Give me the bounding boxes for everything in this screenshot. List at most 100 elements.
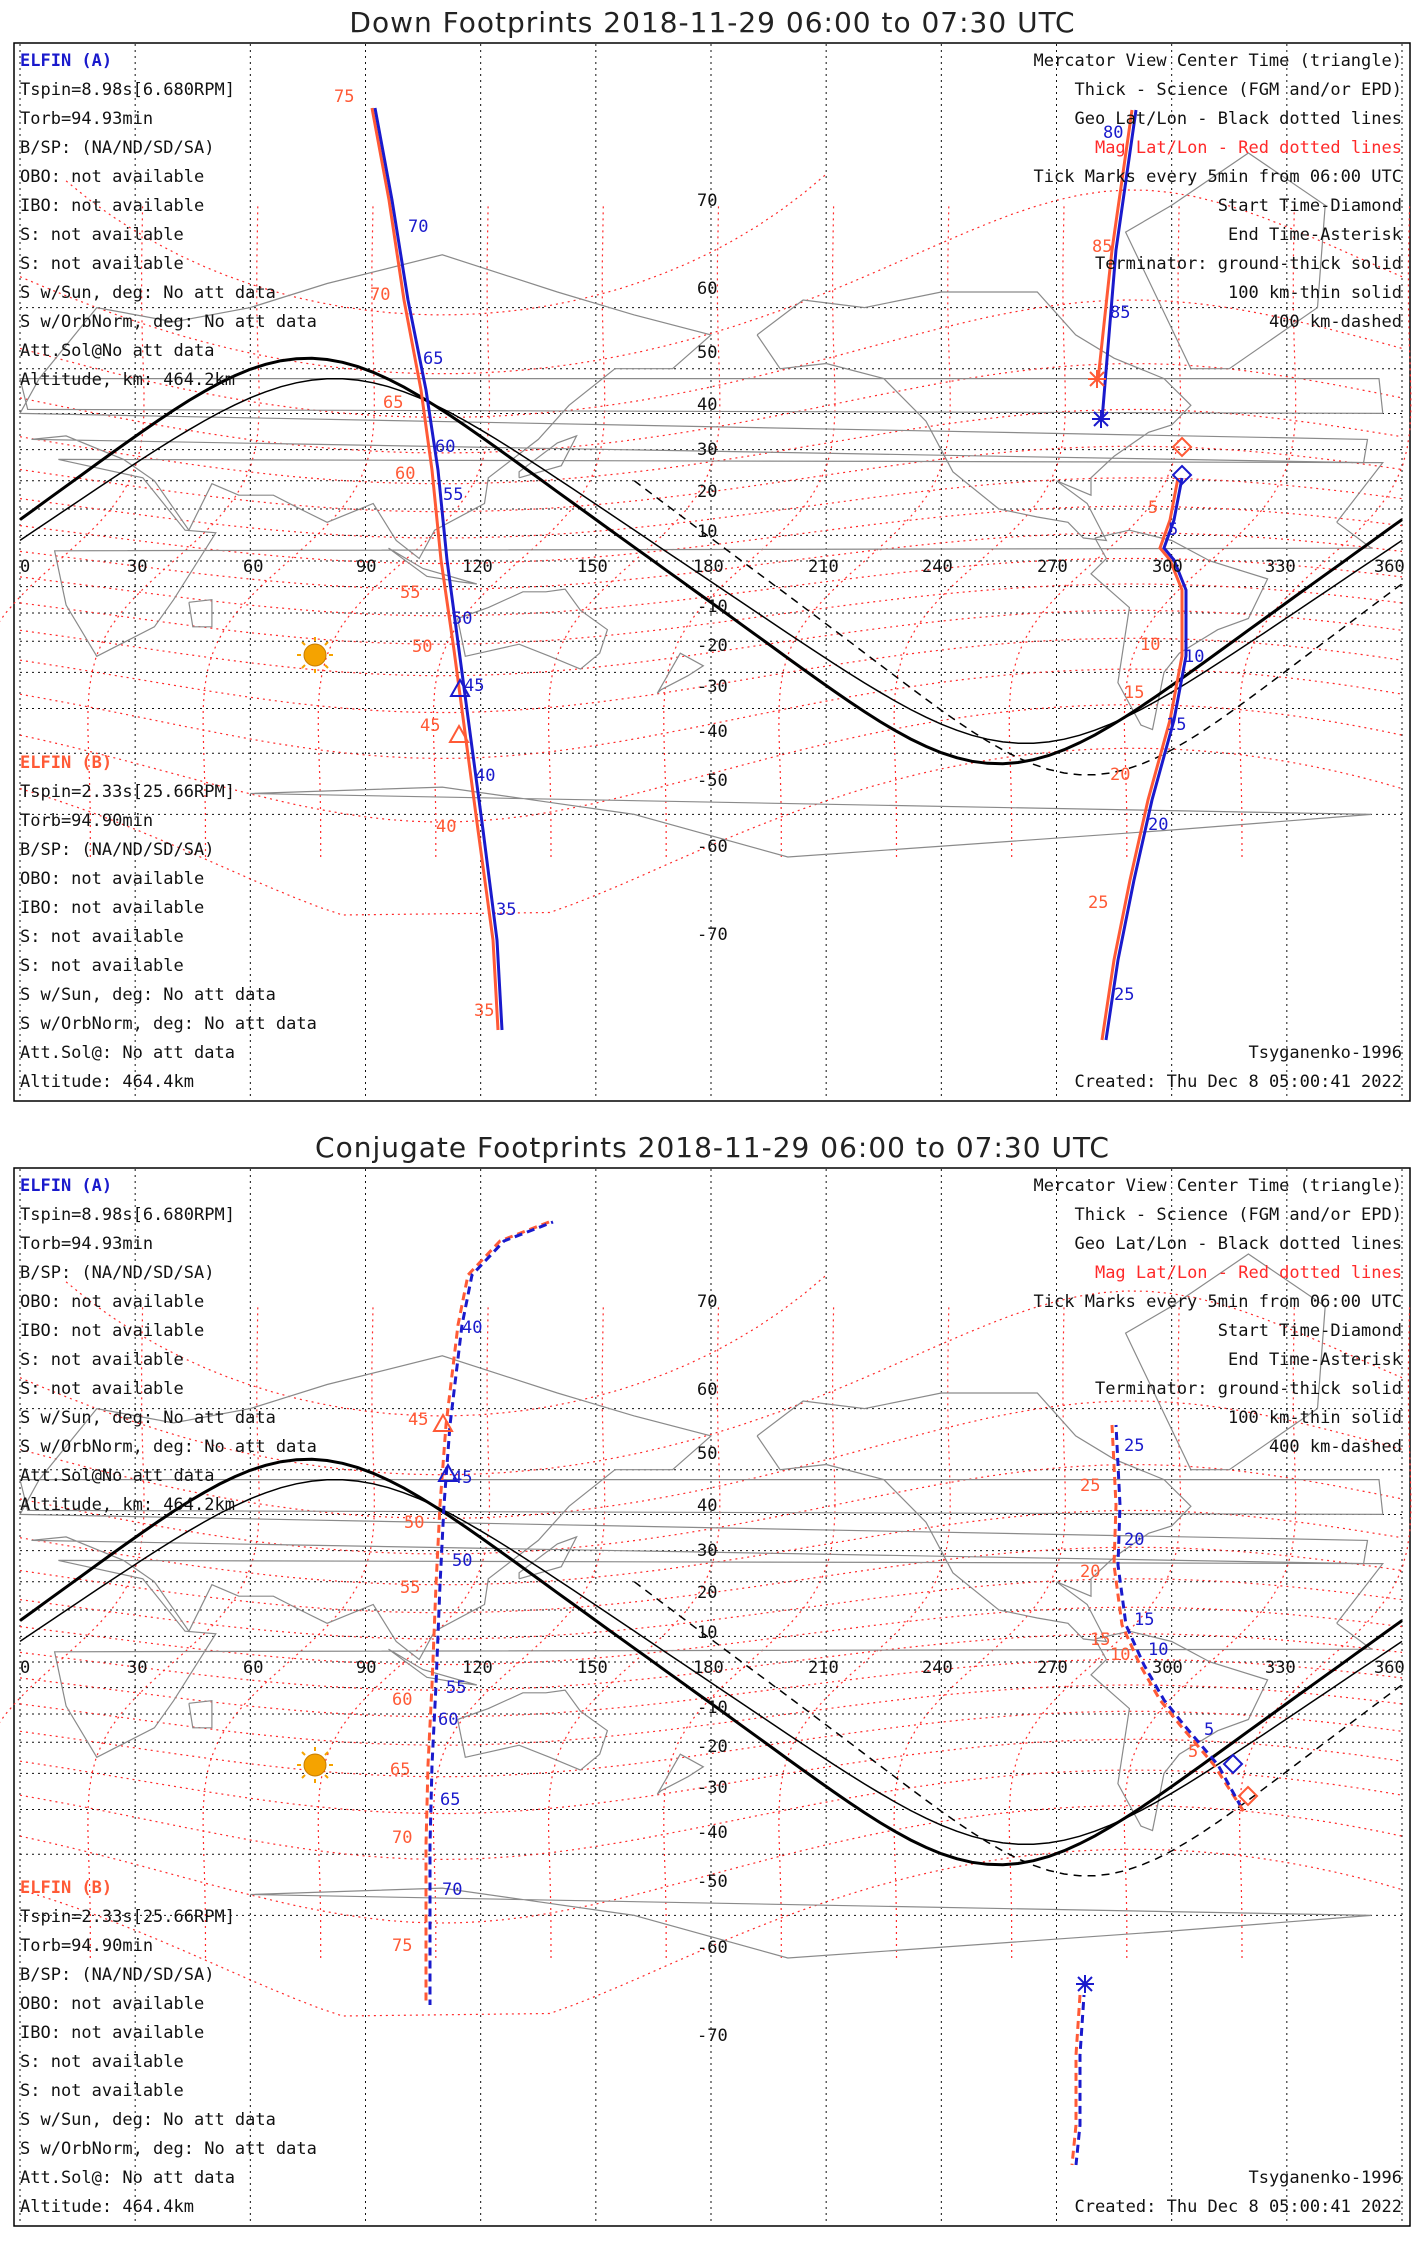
terminator-400km <box>633 1581 1403 1877</box>
tick-label-a: 45 <box>464 676 484 696</box>
tick-label-b: 10 <box>1110 1645 1130 1665</box>
tick-label-a: 25 <box>1114 985 1134 1005</box>
mag-meridian <box>87 1306 260 1958</box>
tick-label-b: 55 <box>400 1578 420 1598</box>
center-triangle-b <box>432 1412 454 1432</box>
info-line: B/SP: (NA/ND/SD/SA) <box>20 1965 214 1985</box>
coastline <box>1124 152 1326 370</box>
tick-label-b: 60 <box>395 464 415 484</box>
legend-line: Mercator View Center Time (triangle) <box>1034 1176 1402 1196</box>
tick-label-a: 60 <box>435 437 455 457</box>
elfin-a-track <box>1100 109 1138 421</box>
coastline <box>1124 1253 1326 1471</box>
lat-label: -10 <box>697 1698 728 1718</box>
mag-parallel <box>19 362 1403 454</box>
info-line: OBO: not available <box>20 167 204 187</box>
tick-label-b: 60 <box>392 1690 412 1710</box>
lon-label: 90 <box>356 1658 376 1678</box>
sun-icon <box>297 637 333 673</box>
elfin-b-title: ELFIN (B) <box>20 753 112 773</box>
mag-meridian <box>317 1306 491 1959</box>
lat-label: 50 <box>697 1444 717 1464</box>
mag-parallel <box>65 1274 827 1417</box>
center-triangle-a <box>437 1462 459 1482</box>
lat-label: -40 <box>697 1823 728 1843</box>
elfin-b-title: ELFIN (B) <box>20 1878 112 1898</box>
lon-label: 330 <box>1265 557 1296 577</box>
lat-label: 10 <box>697 1623 717 1643</box>
elfin-a-title: ELFIN (A) <box>20 1176 112 1196</box>
mag-parallel <box>19 1546 1403 1614</box>
coastline <box>250 1887 1372 1959</box>
coastline <box>457 1689 609 1771</box>
mag-parallel <box>19 189 1403 375</box>
coastline <box>1090 529 1269 731</box>
legend-line: Mercator View Center Time (triangle) <box>1034 51 1402 71</box>
elfin-b-track <box>1070 1994 1082 2166</box>
info-line: S: not available <box>20 1379 184 1399</box>
tick-label-b: 25 <box>1088 893 1108 913</box>
tick-label-b: 35 <box>474 1001 494 1021</box>
lat-label: 50 <box>697 343 717 363</box>
mag-meridian <box>1123 205 1297 857</box>
lon-label: 360 <box>1374 1658 1405 1678</box>
lat-label: -30 <box>697 677 728 697</box>
lat-label: -20 <box>697 636 728 656</box>
legend-line: Terminator: ground-thick solid <box>1095 254 1402 274</box>
legend-line: Geo Lat/Lon - Black dotted lines <box>1074 109 1402 129</box>
legend-line: End Time-Asterisk <box>1228 225 1402 245</box>
terminator-100km <box>19 1479 1403 1845</box>
terminator-lines <box>19 1457 1403 1877</box>
lon-label: 0 <box>20 1658 30 1678</box>
info-line: S: not available <box>20 225 184 245</box>
lon-label: 210 <box>808 1658 839 1678</box>
tick-label-b: 55 <box>400 583 420 603</box>
coastline <box>53 1559 1385 1759</box>
mag-meridian <box>893 205 1066 858</box>
start-diamond-b <box>1237 1785 1259 1807</box>
end-asterisk-b <box>1088 370 1106 388</box>
info-line: IBO: not available <box>20 898 204 918</box>
legend-line: Mag Lat/Lon - Red dotted lines <box>1095 138 1402 158</box>
mag-meridian <box>547 205 721 858</box>
legend-line: 400 km-dashed <box>1269 312 1402 332</box>
tick-label-a: 5 <box>1168 520 1178 540</box>
legend-line: 100 km-thin solid <box>1228 1408 1402 1428</box>
legend-line: Thick - Science (FGM and/or EPD) <box>1074 80 1402 100</box>
lon-label: 270 <box>1037 557 1068 577</box>
mag-parallel <box>19 445 1403 513</box>
end-asterisk-a <box>1076 1975 1094 1993</box>
lon-label: 60 <box>243 557 263 577</box>
lon-label: 120 <box>462 1658 493 1678</box>
coastline <box>518 434 578 479</box>
center-triangle-a <box>449 677 471 697</box>
map-frame <box>13 42 1411 1102</box>
tick-label-a: 25 <box>1124 1436 1144 1456</box>
legend-line: End Time-Asterisk <box>1228 1350 1402 1370</box>
tick-label-a: 50 <box>452 1551 472 1571</box>
tick-label-a: 40 <box>475 766 495 786</box>
mag-meridian <box>1008 1306 1182 1959</box>
coastline <box>1090 1630 1269 1832</box>
terminator-ground <box>19 1457 1403 1867</box>
coastline <box>457 588 609 670</box>
lat-label: -40 <box>697 722 728 742</box>
tick-label-b: 20 <box>1080 1562 1100 1582</box>
down-footprints-map: 70 60 50 40 30 20 10 -10 -20 -30 -40 -50… <box>0 42 1412 1102</box>
lat-label: -20 <box>697 1737 728 1757</box>
legend-line: Tick Marks every 5min from 06:00 UTC <box>1034 1292 1402 1312</box>
lat-label: 70 <box>697 191 717 211</box>
info-line: S w/Sun, deg: No att data <box>20 283 276 303</box>
lat-label: -70 <box>697 2026 728 2046</box>
info-line: Torb=94.90min <box>20 811 153 831</box>
geo-grid <box>19 44 1403 1100</box>
tick-label-b: 20 <box>1110 765 1130 785</box>
tick-label-a: 20 <box>1124 1530 1144 1550</box>
tick-label-a: 10 <box>1184 647 1204 667</box>
info-line: Att.Sol@No att data <box>20 341 214 361</box>
lon-label: 30 <box>127 557 147 577</box>
info-line: B/SP: (NA/ND/SD/SA) <box>20 1263 214 1283</box>
mag-meridian <box>432 205 606 857</box>
lat-label: 10 <box>697 522 717 542</box>
lat-label: 40 <box>697 1496 717 1516</box>
